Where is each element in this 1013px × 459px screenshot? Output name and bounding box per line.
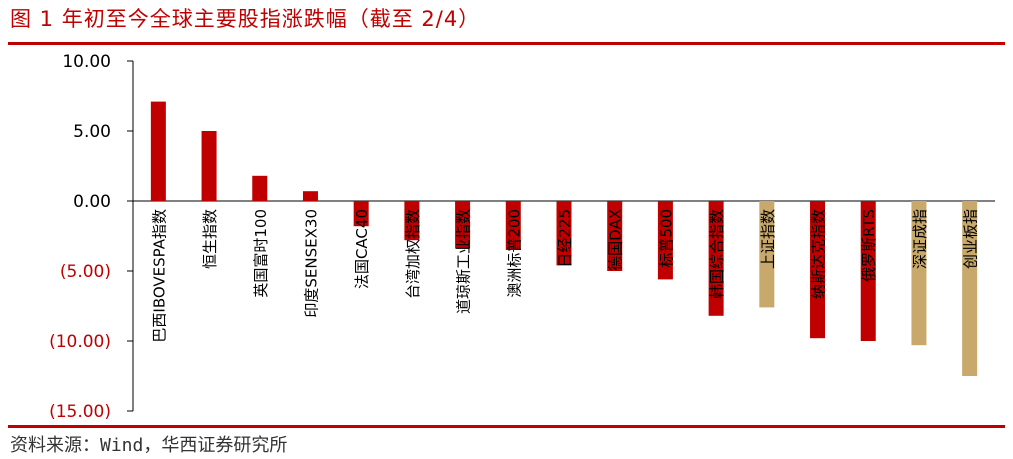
category-label: 俄罗斯RTS: [860, 209, 878, 282]
bar: [607, 201, 623, 271]
bar: [962, 201, 978, 376]
axes: 10.00 5.00 0.00 (5.00) (10.00) (15.00): [49, 52, 995, 422]
title-divider: [8, 42, 1005, 45]
category-label: 巴西IBOVESPA指数: [150, 209, 168, 343]
category-label: 创业板指: [962, 209, 980, 269]
y-tick-label: 0.00: [73, 192, 111, 212]
y-tick-label: (10.00): [49, 332, 111, 352]
y-tick-label: 5.00: [73, 122, 111, 142]
bar: [759, 201, 775, 308]
y-tick-label: (15.00): [49, 402, 111, 422]
category-label: 澳洲标普200: [505, 209, 523, 298]
category-label: 法国CAC40: [353, 209, 371, 289]
bar: [556, 201, 572, 266]
category-label: 标普500: [657, 209, 675, 268]
source-note: 资料来源：Wind，华西证券研究所: [10, 435, 288, 456]
bar: [404, 201, 420, 241]
bar: [150, 101, 166, 201]
bar: [657, 201, 673, 280]
bar: [810, 201, 826, 339]
category-labels: 巴西IBOVESPA指数 恒生指数 英国富时100 印度SENSEX30 法国CAC40…: [150, 209, 979, 343]
bar: [252, 175, 268, 201]
bar: [201, 131, 217, 201]
bar: [860, 201, 876, 341]
bar: [353, 201, 369, 227]
y-tick-label: (5.00): [60, 262, 111, 282]
category-label: 恒生指数: [201, 209, 219, 269]
chart-title: 图 1 年初至今全球主要股指涨跌幅（截至 2/4）: [10, 7, 481, 31]
category-label: 印度SENSEX30: [302, 209, 320, 318]
source-divider: [8, 425, 1005, 428]
bar: [505, 201, 521, 250]
category-label: 纳斯达克指数: [810, 209, 828, 299]
bar: [708, 201, 724, 316]
category-label: 道琼斯工业指数: [455, 209, 473, 314]
bar-chart: 10.00 5.00 0.00 (5.00) (10.00) (15.00) 巴西IBOV…: [49, 52, 995, 422]
category-label: 台湾加权指数: [404, 209, 422, 299]
category-label: 德国DAX: [607, 209, 625, 271]
category-label: 韩国综合指数: [708, 209, 726, 299]
category-label: 日经225: [556, 209, 574, 268]
bar: [455, 201, 471, 249]
bar: [911, 201, 927, 346]
category-label: 上证指数: [759, 209, 777, 269]
bars-group: [150, 101, 978, 376]
bar: [302, 191, 318, 201]
category-label: 英国富时100: [252, 209, 270, 298]
category-label: 深证成指: [911, 209, 929, 269]
y-tick-label: 10.00: [62, 52, 111, 72]
